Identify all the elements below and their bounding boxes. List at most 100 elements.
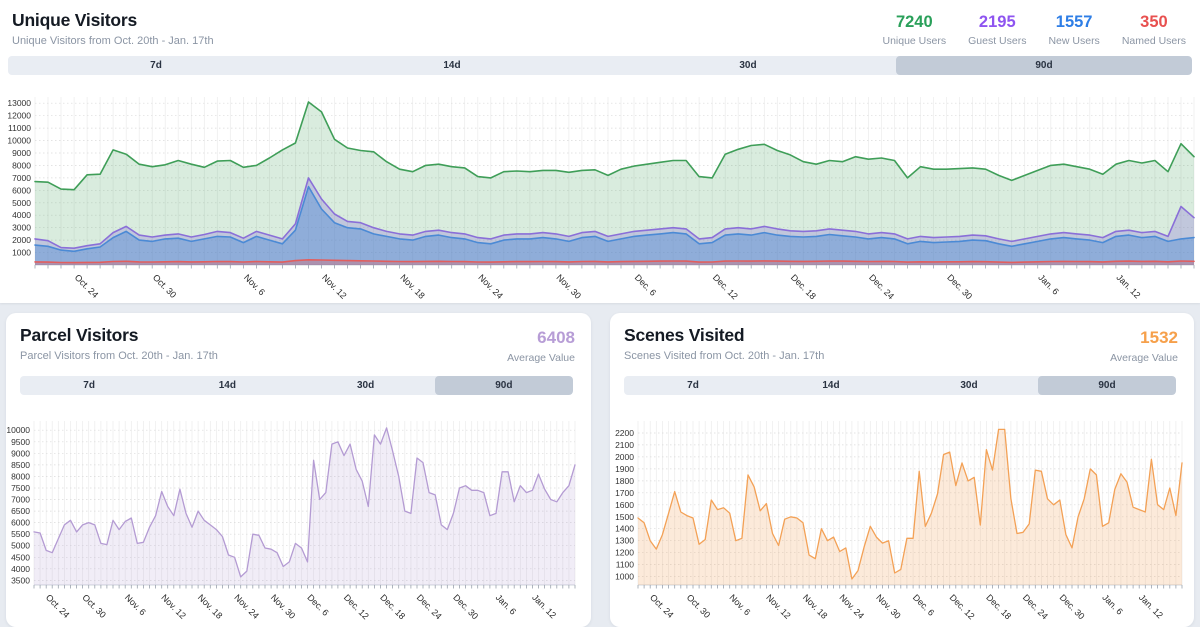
svg-text:2100: 2100 xyxy=(615,440,634,450)
svg-text:Nov. 6: Nov. 6 xyxy=(123,592,148,617)
svg-text:Dec. 18: Dec. 18 xyxy=(984,592,1013,621)
tab-90d[interactable]: 90d xyxy=(896,56,1192,75)
svg-text:1600: 1600 xyxy=(615,500,634,510)
stat-named-users: 350 Named Users xyxy=(1122,13,1186,47)
svg-text:1000: 1000 xyxy=(615,572,634,582)
tab-30d[interactable]: 30d xyxy=(739,60,757,71)
svg-text:3500: 3500 xyxy=(11,575,30,585)
svg-text:Nov. 30: Nov. 30 xyxy=(554,272,583,301)
svg-text:1900: 1900 xyxy=(615,464,634,474)
tab-14d[interactable]: 14d xyxy=(443,60,461,71)
svg-text:Nov. 12: Nov. 12 xyxy=(764,592,793,621)
parcel-visitors-average-value: 6408 xyxy=(537,328,575,347)
svg-text:5000: 5000 xyxy=(11,541,30,551)
parcel-visitors-average: 6408 Average Value xyxy=(507,325,575,364)
svg-text:Nov. 12: Nov. 12 xyxy=(159,592,188,621)
tab-7d[interactable]: 7d xyxy=(83,380,95,391)
scenes-visited-chart[interactable]: 1000 1100 1200 1300 1400 1500 1600 1700 1800 1900… xyxy=(610,405,1194,627)
svg-text:Nov. 24: Nov. 24 xyxy=(232,592,261,621)
svg-text:2000: 2000 xyxy=(615,452,634,462)
stat-unique-users: 7240 Unique Users xyxy=(882,13,946,47)
svg-text:4000: 4000 xyxy=(12,210,31,220)
svg-text:6000: 6000 xyxy=(11,518,30,528)
unique-visitors-header: Unique Visitors Unique Visitors from Oct… xyxy=(0,0,1200,48)
page-subtitle: Unique Visitors from Oct. 20th - Jan. 17… xyxy=(12,35,214,47)
svg-text:7500: 7500 xyxy=(11,483,30,493)
svg-text:1000: 1000 xyxy=(12,248,31,258)
svg-text:Dec. 18: Dec. 18 xyxy=(789,272,818,301)
svg-text:Nov. 18: Nov. 18 xyxy=(196,592,225,621)
svg-text:5500: 5500 xyxy=(11,529,30,539)
svg-text:Oct. 30: Oct. 30 xyxy=(685,592,713,620)
stat-named-users-value: 350 xyxy=(1140,13,1168,31)
svg-text:Dec. 30: Dec. 30 xyxy=(451,592,480,621)
parcel-visitors-subtitle: Parcel Visitors from Oct. 20th - Jan. 17… xyxy=(20,350,218,362)
stat-guest-users: 2195 Guest Users xyxy=(968,13,1026,47)
stat-named-users-label: Named Users xyxy=(1121,35,1186,47)
parcel-visitors-header: Parcel Visitors Parcel Visitors from Oct… xyxy=(6,313,591,364)
user-stats: 7240 Unique Users 2195 Guest Users 1557 … xyxy=(882,10,1188,47)
svg-text:4000: 4000 xyxy=(11,564,30,574)
svg-text:8000: 8000 xyxy=(12,160,31,170)
svg-text:6000: 6000 xyxy=(12,185,31,195)
svg-text:Nov. 30: Nov. 30 xyxy=(874,592,903,621)
svg-text:4500: 4500 xyxy=(11,552,30,562)
svg-text:Jan. 12: Jan. 12 xyxy=(1137,592,1165,620)
svg-text:Dec. 30: Dec. 30 xyxy=(1058,592,1087,621)
stat-guest-users-label: Guest Users xyxy=(968,35,1027,47)
parcel-visitors-average-label: Average Value xyxy=(507,352,575,364)
svg-text:Nov. 18: Nov. 18 xyxy=(801,592,830,621)
tab-30d[interactable]: 30d xyxy=(960,380,978,391)
svg-text:Dec. 24: Dec. 24 xyxy=(1021,592,1050,621)
svg-text:7000: 7000 xyxy=(11,495,30,505)
svg-text:9500: 9500 xyxy=(11,437,30,447)
tab-7d[interactable]: 7d xyxy=(687,380,699,391)
svg-text:Jan. 6: Jan. 6 xyxy=(494,592,518,616)
scenes-visited-range-tabs: 7d 14d 30d 90d xyxy=(624,376,1176,395)
parcel-visitors-chart[interactable]: 3500 4000 4500 5000 5500 6000 6500 7000 7500 8000… xyxy=(6,405,591,627)
svg-text:Dec. 12: Dec. 12 xyxy=(711,272,740,301)
scenes-visited-card: Scenes Visited Scenes Visited from Oct. … xyxy=(610,313,1194,627)
tab-90d[interactable]: 90d xyxy=(434,376,573,395)
stat-guest-users-value: 2195 xyxy=(978,13,1016,31)
stat-new-users-label: New Users xyxy=(1048,35,1100,47)
unique-visitors-chart[interactable]: 1000 2000 3000 4000 5000 6000 7000 8000 9000 1000… xyxy=(0,78,1200,303)
scenes-visited-average: 1532 Average Value xyxy=(1110,325,1178,364)
svg-text:Oct. 24: Oct. 24 xyxy=(73,272,101,300)
svg-text:Nov. 24: Nov. 24 xyxy=(476,272,505,301)
stat-new-users-value: 1557 xyxy=(1055,13,1093,31)
svg-text:13000: 13000 xyxy=(7,98,31,108)
svg-text:9000: 9000 xyxy=(11,448,30,458)
scenes-visited-average-value: 1532 xyxy=(1140,328,1178,347)
svg-text:8500: 8500 xyxy=(11,460,30,470)
svg-text:1700: 1700 xyxy=(615,488,634,498)
svg-text:Oct. 24: Oct. 24 xyxy=(44,592,72,620)
tab-7d[interactable]: 7d xyxy=(150,60,162,71)
unique-visitors-heading: Unique Visitors Unique Visitors from Oct… xyxy=(12,10,214,48)
svg-text:7000: 7000 xyxy=(12,173,31,183)
svg-text:Nov. 6: Nov. 6 xyxy=(727,592,752,617)
page-title: Unique Visitors xyxy=(12,10,138,30)
scenes-visited-heading: Scenes Visited Scenes Visited from Oct. … xyxy=(624,325,824,363)
unique-visitors-card: Unique Visitors Unique Visitors from Oct… xyxy=(0,0,1200,303)
scenes-visited-subtitle: Scenes Visited from Oct. 20th - Jan. 17t… xyxy=(624,350,825,362)
svg-text:Dec. 24: Dec. 24 xyxy=(415,592,444,621)
svg-text:Nov. 18: Nov. 18 xyxy=(398,272,427,301)
tab-14d[interactable]: 14d xyxy=(218,380,236,391)
svg-text:Nov. 12: Nov. 12 xyxy=(320,272,349,301)
stat-unique-users-value: 7240 xyxy=(895,13,933,31)
tab-30d[interactable]: 30d xyxy=(357,380,375,391)
tab-90d[interactable]: 90d xyxy=(1038,376,1176,395)
svg-text:Dec. 24: Dec. 24 xyxy=(867,272,896,301)
stat-new-users: 1557 New Users xyxy=(1048,13,1099,47)
svg-text:Jan. 6: Jan. 6 xyxy=(1100,592,1124,616)
svg-text:1400: 1400 xyxy=(615,524,634,534)
svg-text:10000: 10000 xyxy=(6,425,30,435)
svg-text:1200: 1200 xyxy=(615,548,634,558)
svg-text:1100: 1100 xyxy=(616,560,635,570)
tab-14d[interactable]: 14d xyxy=(822,380,840,391)
svg-text:Dec. 30: Dec. 30 xyxy=(945,272,974,301)
svg-text:Dec. 12: Dec. 12 xyxy=(342,592,371,621)
svg-text:Jan. 12: Jan. 12 xyxy=(1114,272,1142,300)
svg-text:1300: 1300 xyxy=(615,536,634,546)
